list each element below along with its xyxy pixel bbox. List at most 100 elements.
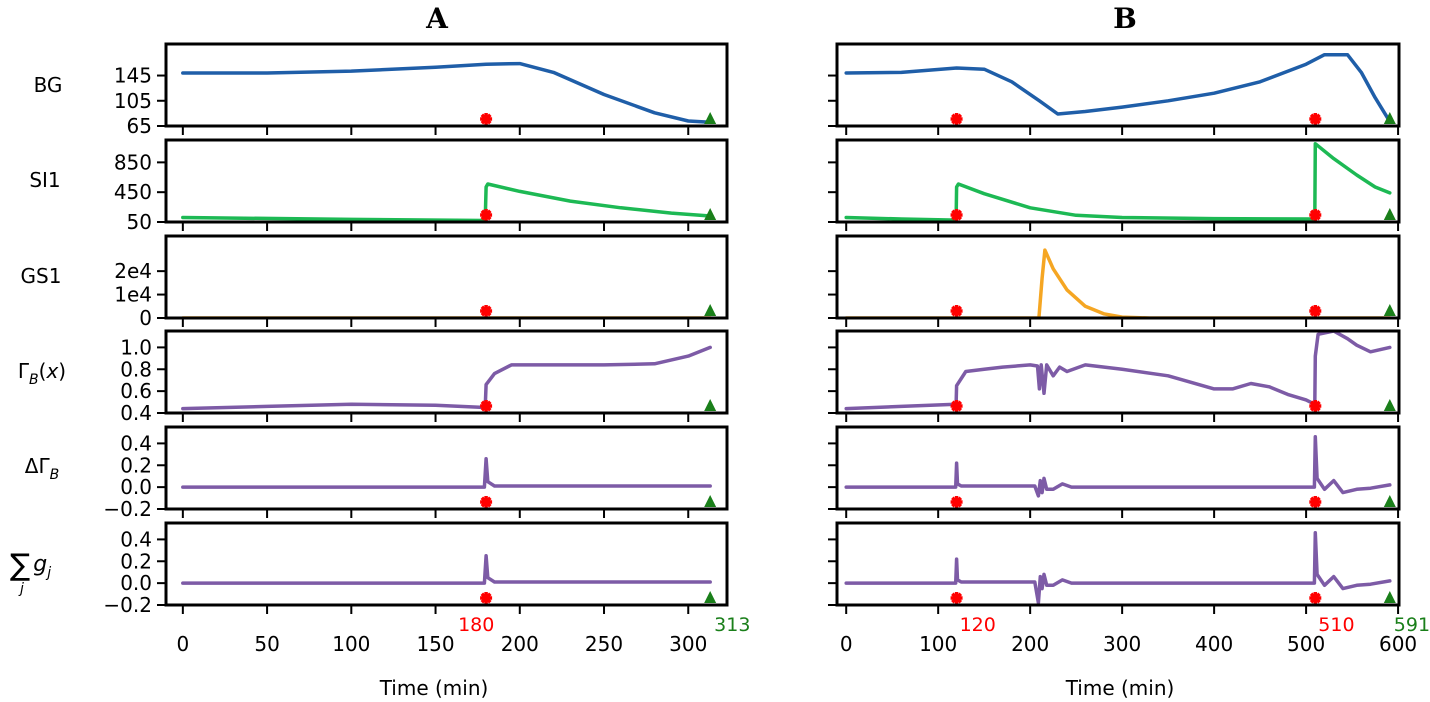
x-axis-title-b: Time (min)	[1065, 676, 1175, 700]
panel-a-row-4-event-marker-0-stroke-3	[480, 496, 492, 508]
panel-b-row-3-event-marker-1-stroke-3	[1309, 400, 1321, 412]
panel-a-row-2-ytick-label-0: 2e4	[114, 259, 152, 283]
panel-a-row-5-series-line	[181, 554, 712, 585]
panel-b-row-4-event-marker-0-stroke-3	[951, 496, 963, 508]
panel-b-row-0-event-marker-0-stroke-3	[951, 113, 963, 125]
panel-b-row-3-frame	[835, 329, 1401, 415]
panel-b-row-2-event-marker-1	[1309, 305, 1322, 317]
panel-b-end-label: 591	[1394, 614, 1430, 636]
panel-b-xtick-label-5: 500	[1287, 632, 1325, 656]
panel-a-row-5-event-marker-0-stroke-3	[480, 592, 492, 604]
panel-b-row-5-event-marker-0-stroke-3	[951, 592, 963, 604]
panel-b-xtick-label-3: 300	[1103, 632, 1141, 656]
panel-a-row-0-ytick-label-2: 65	[127, 114, 152, 138]
panel-a-row-0-event-marker-0	[480, 113, 493, 125]
panel-a-row-3-ytick-label-2: 0.6	[120, 379, 152, 403]
panel-a-row-1-end-marker	[704, 208, 717, 220]
panel-b-row-1-event-marker-0	[950, 209, 963, 221]
panel-a-row-2-ytick-label-1: 1e4	[114, 283, 152, 307]
panel-b-xtick-label-4: 400	[1195, 632, 1233, 656]
panel-b-row-4-event-marker-1	[1309, 496, 1322, 508]
panel-a-row-3-ytick-label-1: 0.8	[120, 357, 152, 381]
panel-b-row-3-event-marker-0	[950, 400, 963, 412]
panel-b-row-5-series-line	[844, 531, 1392, 605]
panel-a-row-0-frame	[164, 42, 729, 128]
panel-b-xtick-label-0: 0	[840, 632, 853, 656]
row-label-bg: BG	[34, 73, 63, 97]
panel-a-row-2-event-marker-0-stroke-3	[480, 305, 492, 317]
panel-a-row-5-ytick-label-1: 0.2	[120, 549, 152, 573]
panel-a-row-1-event-marker-0-stroke-3	[480, 209, 492, 221]
panel-a-event-label-0: 180	[458, 614, 494, 636]
panel-a-end-label: 313	[714, 614, 750, 636]
panel-b-row-2-series-line	[844, 248, 1392, 318]
panel-a-title: A	[425, 2, 449, 35]
panel-a-row-0-ytick-label-0: 145	[114, 64, 152, 88]
panel-b-row-1-frame	[835, 138, 1401, 224]
panel-a-row-2-event-marker-0	[480, 305, 493, 317]
panel-a-row-3-series-line	[181, 345, 712, 411]
x-axis-title-a: Time (min)	[379, 676, 489, 700]
panel-b-row-5-frame	[835, 521, 1401, 607]
row-label-si1: SI1	[29, 168, 60, 192]
panel-a-row-4-frame	[164, 425, 729, 511]
panel-b-xtick-label-1: 100	[919, 632, 957, 656]
panel-b-xtick-label-6: 600	[1379, 632, 1417, 656]
panel-b-row-3-series-line	[844, 331, 1392, 411]
panel-a-row-3-end-marker	[704, 399, 717, 411]
panel-a-row-0-end-marker	[704, 112, 717, 124]
panel-a-row-5-end-marker	[704, 591, 717, 603]
panel-a-row-3-ytick-label-0: 1.0	[120, 335, 152, 359]
panel-b-row-1-event-marker-0-stroke-3	[951, 209, 963, 221]
panel-b-row-1-end-marker	[1383, 208, 1396, 220]
panel-b-row-0-frame	[835, 42, 1401, 128]
row-label-delta-gamma: ΔΓB	[25, 454, 59, 483]
panel-b-row-3-event-marker-1	[1309, 400, 1322, 412]
panel-a-row-1-series-line	[181, 182, 712, 222]
panel-a-xtick-label-4: 200	[501, 632, 539, 656]
panel-a-row-4-series-line	[181, 456, 712, 489]
panel-b-row-5-event-marker-1-stroke-3	[1309, 592, 1321, 604]
panel-b-xtick-label-2: 200	[1011, 632, 1049, 656]
panel-a-row-3-event-marker-0-stroke-3	[480, 400, 492, 412]
panel-b-row-5-end-marker	[1383, 591, 1396, 603]
panel-a-row-4-ytick-label-1: 0.2	[120, 453, 152, 477]
row-label-gamma: ΓB(x)	[18, 359, 66, 388]
panel-a-xtick-label-0: 0	[176, 632, 189, 656]
panel-b-row-4-end-marker	[1383, 495, 1396, 507]
panel-a-xtick-label-5: 250	[585, 632, 623, 656]
panel-a-row-5-ytick-label-0: 0.4	[120, 527, 152, 551]
panel-b-event-label-1: 510	[1318, 614, 1354, 636]
panel-a-row-1-ytick-label-0: 850	[114, 150, 152, 174]
panel-a-row-3-event-marker-0	[480, 400, 493, 412]
panel-b-row-4-event-marker-1-stroke-3	[1309, 496, 1321, 508]
panel-b-row-1-event-marker-1-stroke-3	[1309, 209, 1321, 221]
panel-a-row-4-end-marker	[704, 495, 717, 507]
panel-a-row-0-series-line	[181, 61, 712, 124]
panel-b-row-5-event-marker-0	[950, 592, 963, 604]
panel-b-row-2-frame	[835, 234, 1401, 320]
panel-b-row-0-event-marker-1	[1309, 113, 1322, 125]
panel-b-row-2-end-marker	[1383, 304, 1396, 316]
panel-a-row-1-ytick-label-2: 50	[127, 210, 152, 234]
panel-b-row-0-event-marker-1-stroke-3	[1309, 113, 1321, 125]
panel-b-row-3-event-marker-0-stroke-3	[951, 400, 963, 412]
panel-b-row-1-series-line	[844, 141, 1392, 222]
panel-b-row-5-event-marker-1	[1309, 592, 1322, 604]
panel-b-row-4-frame	[835, 425, 1401, 511]
panel-a-row-5-ytick-label-3: −0.2	[103, 593, 152, 617]
panel-a-row-0-ytick-label-1: 105	[114, 89, 152, 113]
panel-b-row-0-end-marker	[1383, 112, 1396, 124]
panel-b-row-0-event-marker-0	[950, 113, 963, 125]
row-label-gs1: GS1	[21, 264, 62, 288]
panel-b-row-4-event-marker-0	[950, 496, 963, 508]
panel-a-xtick-label-6: 300	[669, 632, 707, 656]
panel-b-event-label-0: 120	[960, 614, 996, 636]
panel-a-row-4-ytick-label-0: 0.4	[120, 431, 152, 455]
panel-a-row-0-event-marker-0-stroke-3	[480, 113, 492, 125]
panel-b-row-2-event-marker-0-stroke-3	[951, 305, 963, 317]
panel-b-row-1-event-marker-1	[1309, 209, 1322, 221]
panel-a-row-5-ytick-label-2: 0.0	[120, 571, 152, 595]
panel-a-row-1-event-marker-0	[480, 209, 493, 221]
panel-b-row-2-event-marker-1-stroke-3	[1309, 305, 1321, 317]
